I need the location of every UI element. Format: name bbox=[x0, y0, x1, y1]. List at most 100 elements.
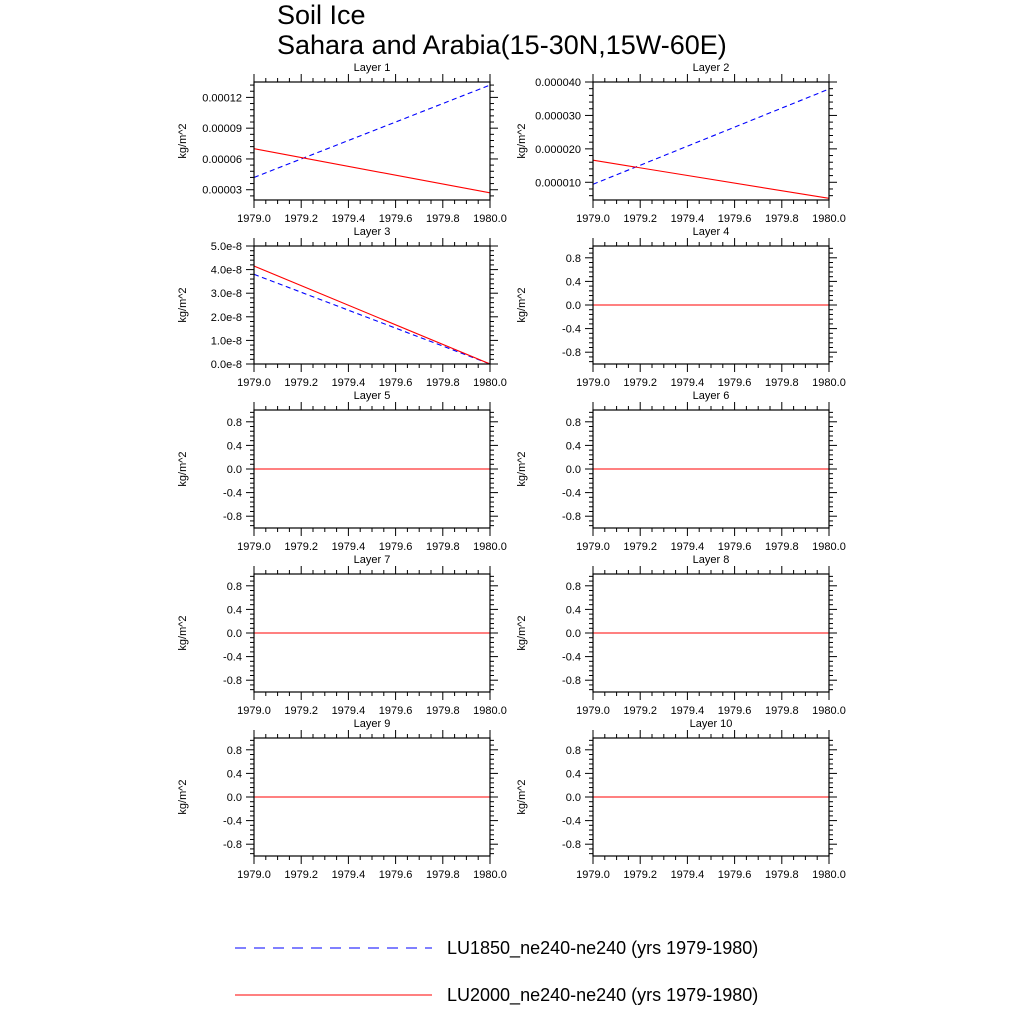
ytick-label-layer-3: 2.0e-8 bbox=[211, 312, 242, 324]
xtick-label-layer-8: 1979.2 bbox=[623, 705, 657, 717]
xtick-label-layer-5: 1979.0 bbox=[237, 541, 271, 553]
ytick-label-layer-5: 0.0 bbox=[227, 464, 242, 476]
series-lu2000-line-layer-3 bbox=[254, 265, 490, 364]
ytick-label-layer-4: -0.4 bbox=[562, 324, 581, 336]
xtick-label-layer-7: 1979.0 bbox=[237, 705, 271, 717]
xtick-label-layer-9: 1979.6 bbox=[379, 869, 413, 881]
panel-frame-layer-8 bbox=[592, 573, 830, 693]
ytick-label-layer-6: -0.4 bbox=[562, 488, 581, 500]
ytick-label-layer-4: -0.8 bbox=[562, 347, 581, 359]
ytick-label-layer-3: 4.0e-8 bbox=[211, 265, 242, 277]
ytick-label-layer-7: 0.0 bbox=[227, 628, 242, 640]
xtick-label-layer-1: 1979.8 bbox=[426, 213, 460, 225]
panel-frame-layer-5 bbox=[253, 409, 491, 529]
ytick-label-layer-1: 0.00012 bbox=[202, 92, 242, 104]
xtick-label-layer-9: 1980.0 bbox=[473, 869, 507, 881]
ytick-label-layer-7: -0.4 bbox=[223, 652, 242, 664]
xtick-label-layer-2: 1979.6 bbox=[718, 213, 752, 225]
panel-layer-7: Layer 7 kg/m^2 1979.0 1979.2 1979.4 1979.6 197… bbox=[177, 554, 507, 717]
xtick-label-layer-4: 1979.0 bbox=[576, 377, 610, 389]
ytick-label-layer-6: 0.0 bbox=[566, 464, 581, 476]
ytick-label-layer-5: -0.4 bbox=[223, 488, 242, 500]
ytick-label-layer-6: -0.8 bbox=[562, 511, 581, 523]
panel-title-layer-10: Layer 10 bbox=[690, 718, 733, 730]
panel-title-layer-6: Layer 6 bbox=[693, 390, 730, 402]
ylabel-layer-5: kg/m^2 bbox=[177, 451, 189, 486]
xtick-label-layer-6: 1979.0 bbox=[576, 541, 610, 553]
panel-layer-6: Layer 6 kg/m^2 1979.0 1979.2 1979.4 1979.6 197… bbox=[516, 390, 846, 553]
panel-layer-1: Layer 1 kg/m^2 1979.0 1979.2 1979.4 1979.6 197… bbox=[177, 62, 507, 225]
ylabel-layer-2: kg/m^2 bbox=[516, 123, 528, 158]
xtick-label-layer-2: 1979.0 bbox=[576, 213, 610, 225]
panel-title-layer-1: Layer 1 bbox=[354, 62, 391, 74]
ytick-label-layer-1: 0.00003 bbox=[202, 185, 242, 197]
series-lu1850-line-layer-1 bbox=[254, 84, 490, 178]
series-lu2000-line-layer-1 bbox=[254, 148, 490, 194]
xtick-label-layer-4: 1979.8 bbox=[765, 377, 799, 389]
xtick-label-layer-6: 1979.6 bbox=[718, 541, 752, 553]
ytick-label-layer-6: 0.8 bbox=[566, 417, 581, 429]
xtick-label-layer-4: 1979.6 bbox=[718, 377, 752, 389]
xtick-label-layer-4: 1979.4 bbox=[671, 377, 705, 389]
panel-frame-layer-1 bbox=[253, 81, 491, 201]
xtick-label-layer-9: 1979.0 bbox=[237, 869, 271, 881]
xtick-label-layer-3: 1979.2 bbox=[284, 377, 318, 389]
ytick-label-layer-9: 0.4 bbox=[227, 768, 242, 780]
panel-title-layer-5: Layer 5 bbox=[354, 390, 391, 402]
ytick-label-layer-7: 0.8 bbox=[227, 581, 242, 593]
ytick-label-layer-8: -0.4 bbox=[562, 652, 581, 664]
xtick-label-layer-1: 1979.0 bbox=[237, 213, 271, 225]
ytick-label-layer-3: 1.0e-8 bbox=[211, 335, 242, 347]
panels-group: Layer 1 kg/m^2 1979.0 1979.2 1979.4 1979.6 197… bbox=[177, 62, 846, 881]
ytick-label-layer-2: 0.000040 bbox=[535, 77, 581, 89]
ytick-label-layer-4: 0.4 bbox=[566, 276, 581, 288]
xtick-label-layer-7: 1980.0 bbox=[473, 705, 507, 717]
ylabel-layer-8: kg/m^2 bbox=[516, 615, 528, 650]
ytick-label-layer-9: 0.8 bbox=[227, 745, 242, 757]
ytick-label-layer-3: 0.0e-8 bbox=[211, 359, 242, 371]
xtick-label-layer-2: 1980.0 bbox=[812, 213, 846, 225]
panel-layer-10: Layer 10 kg/m^2 1979.0 1979.2 1979.4 1979.6 19… bbox=[516, 718, 846, 881]
xtick-label-layer-1: 1979.2 bbox=[284, 213, 318, 225]
ytick-label-layer-2: 0.000030 bbox=[535, 110, 581, 122]
panel-layer-2: Layer 2 kg/m^2 1979.0 1979.2 1979.4 1979.6 197… bbox=[516, 62, 846, 225]
panel-frame-layer-3 bbox=[253, 245, 491, 365]
ytick-label-layer-10: 0.0 bbox=[566, 792, 581, 804]
xtick-label-layer-10: 1979.2 bbox=[623, 869, 657, 881]
xtick-label-layer-4: 1979.2 bbox=[623, 377, 657, 389]
panel-layer-3: Layer 3 kg/m^2 1979.0 1979.2 1979.4 1979.6 197… bbox=[177, 226, 507, 389]
ytick-label-layer-4: 0.0 bbox=[566, 300, 581, 312]
ylabel-layer-1: kg/m^2 bbox=[177, 123, 189, 158]
xtick-label-layer-7: 1979.4 bbox=[332, 705, 366, 717]
xtick-label-layer-1: 1980.0 bbox=[473, 213, 507, 225]
panel-layer-5: Layer 5 kg/m^2 1979.0 1979.2 1979.4 1979.6 197… bbox=[177, 390, 507, 553]
ytick-label-layer-9: -0.8 bbox=[223, 839, 242, 851]
xtick-label-layer-7: 1979.6 bbox=[379, 705, 413, 717]
series-lu1850-line-layer-3 bbox=[254, 273, 490, 364]
panel-title-layer-7: Layer 7 bbox=[354, 554, 391, 566]
xtick-label-layer-8: 1979.8 bbox=[765, 705, 799, 717]
xtick-label-layer-6: 1979.2 bbox=[623, 541, 657, 553]
ytick-label-layer-8: 0.8 bbox=[566, 581, 581, 593]
ytick-label-layer-3: 5.0e-8 bbox=[211, 241, 242, 253]
series-lu2000-line-layer-2 bbox=[593, 159, 829, 199]
figure-subtitle: Sahara and Arabia(15-30N,15W-60E) bbox=[277, 30, 727, 60]
ylabel-layer-9: kg/m^2 bbox=[177, 779, 189, 814]
ylabel-layer-6: kg/m^2 bbox=[516, 451, 528, 486]
xtick-label-layer-10: 1980.0 bbox=[812, 869, 846, 881]
xtick-label-layer-7: 1979.2 bbox=[284, 705, 318, 717]
ytick-label-layer-10: -0.4 bbox=[562, 816, 581, 828]
xtick-label-layer-8: 1980.0 bbox=[812, 705, 846, 717]
xtick-label-layer-3: 1979.0 bbox=[237, 377, 271, 389]
panel-layer-9: Layer 9 kg/m^2 1979.0 1979.2 1979.4 1979.6 197… bbox=[177, 718, 507, 881]
xtick-label-layer-8: 1979.4 bbox=[671, 705, 705, 717]
xtick-label-layer-2: 1979.4 bbox=[671, 213, 705, 225]
ytick-label-layer-2: 0.000010 bbox=[535, 177, 581, 189]
xtick-label-layer-7: 1979.8 bbox=[426, 705, 460, 717]
ytick-label-layer-7: -0.8 bbox=[223, 675, 242, 687]
xtick-label-layer-6: 1979.8 bbox=[765, 541, 799, 553]
xtick-label-layer-10: 1979.4 bbox=[671, 869, 705, 881]
panel-frame-layer-9 bbox=[253, 737, 491, 857]
xtick-label-layer-8: 1979.6 bbox=[718, 705, 752, 717]
